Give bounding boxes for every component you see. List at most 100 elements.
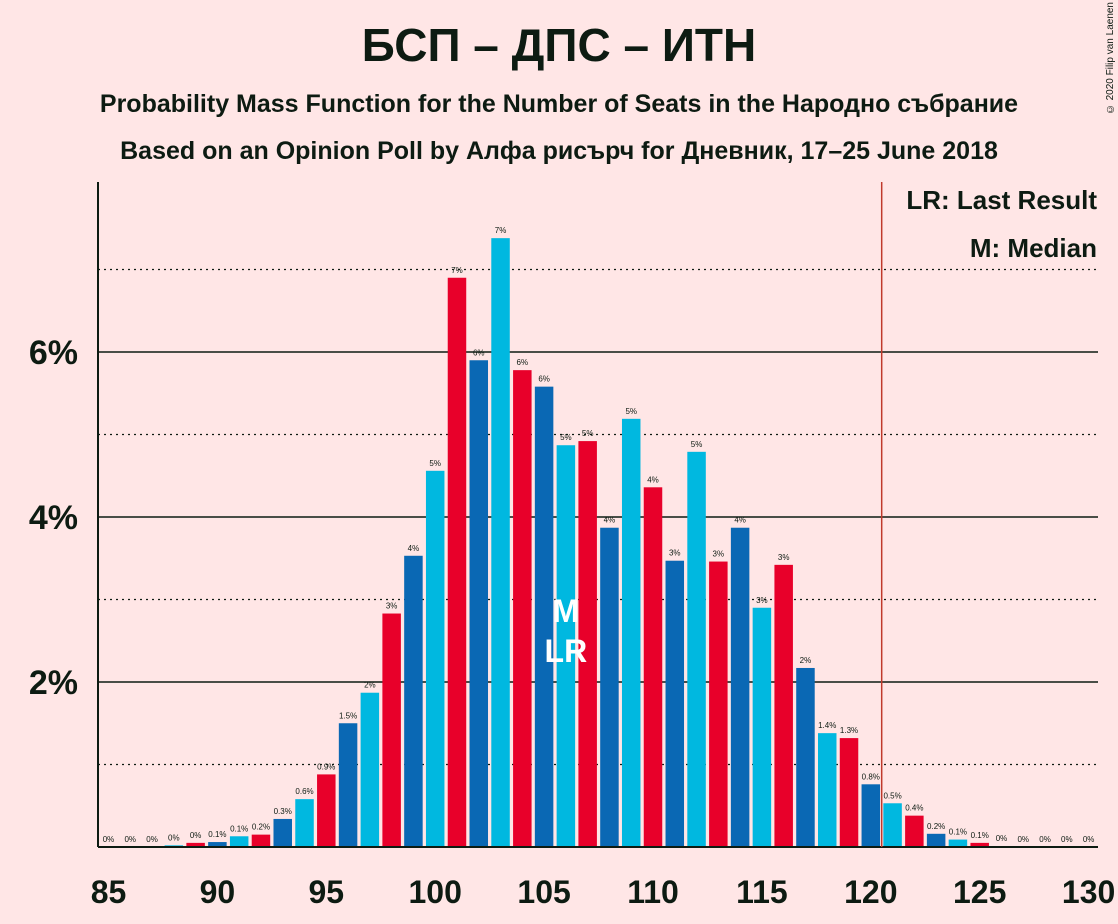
legend-last-result: LR: Last Result [906,185,1097,215]
bar-seat-93 [273,818,292,847]
bar-seat-98 [382,613,401,847]
bar-seat-91 [229,836,249,847]
bar-label-seat-128: 0% [1039,835,1051,844]
bar-label-seat-95: 0.9% [317,762,335,771]
bar-label-seat-89: 0% [190,831,202,840]
bar-seat-97 [360,692,380,847]
bar-label-seat-93: 0.3% [274,807,292,816]
bar-label-seat-126: 0% [996,834,1008,843]
bar-seat-119 [839,738,859,847]
bar-seat-104 [513,370,532,847]
bar-seat-118 [817,733,837,847]
bar-seat-100 [425,470,445,847]
bar-seat-107 [578,441,597,847]
bar-seat-120 [861,784,881,847]
bar-label-seat-86: 0% [124,835,136,844]
bar-seat-116 [774,564,793,847]
bar-label-seat-125: 0.1% [971,831,989,840]
bar-label-seat-91: 0.1% [230,824,248,833]
y-tick-label: 6% [29,334,78,372]
bar-label-seat-117: 2% [800,656,812,665]
bar-label-seat-116: 3% [778,553,790,562]
x-tick-label: 95 [309,874,345,910]
bar-label-seat-88: 0% [168,833,180,842]
median-marker: M [553,593,580,629]
bar-label-seat-100: 5% [429,459,441,468]
x-tick-label: 120 [844,874,897,910]
bar-label-seat-111: 3% [669,549,681,558]
x-tick-label: 100 [409,874,462,910]
bar-seat-110 [643,487,663,847]
x-tick-label: 115 [736,874,788,910]
bar-label-seat-124: 0.1% [949,828,967,837]
bar-seat-117 [796,667,815,847]
bar-seat-96 [338,723,358,847]
bar-label-seat-85: 0% [103,835,115,844]
bar-label-seat-106: 5% [560,433,572,442]
bar-label-seat-123: 0.2% [927,822,945,831]
bar-label-seat-101: 7% [451,266,463,275]
bar-seat-101 [447,277,467,847]
bar-label-seat-114: 4% [734,516,746,525]
bar-label-seat-122: 0.4% [905,804,923,813]
y-tick-label: 4% [29,499,78,537]
bar-label-seat-97: 2% [364,681,376,690]
bar-label-seat-113: 3% [713,550,725,559]
bar-label-seat-108: 4% [604,516,616,525]
bar-label-seat-96: 1.5% [339,711,357,720]
bar-label-seat-90: 0.1% [208,830,226,839]
bar-label-seat-107: 5% [582,429,594,438]
x-tick-label: 110 [627,874,679,910]
bar-label-seat-98: 3% [386,602,398,611]
bar-seat-103 [491,238,510,847]
bar-seat-121 [883,803,902,847]
bar-label-seat-127: 0% [1017,835,1029,844]
bar-seat-125 [970,842,989,847]
bar-label-seat-103: 7% [495,226,507,235]
bar-seat-109 [621,418,641,847]
bar-seat-108 [600,527,619,847]
bar-seat-124 [948,839,968,847]
last-result-marker: LR [545,633,588,669]
bar-label-seat-110: 4% [647,475,659,484]
bar-seat-105 [534,386,554,847]
bar-label-seat-130: 0% [1083,835,1095,844]
bar-seat-102 [469,360,489,847]
chart-title: БСП – ДПС – ИТН [361,19,757,71]
bar-label-seat-99: 4% [408,544,420,553]
bar-label-seat-87: 0% [146,835,158,844]
bar-label-seat-92: 0.2% [252,823,270,832]
x-tick-label: 105 [517,874,570,910]
bar-label-seat-109: 5% [625,407,637,416]
bar-label-seat-119: 1.3% [840,726,858,735]
bar-label-seat-94: 0.6% [295,787,313,796]
bar-seat-92 [251,834,271,847]
bar-label-seat-104: 6% [517,358,529,367]
x-tick-label: 85 [91,874,127,910]
bar-seat-114 [730,527,750,847]
bar-seat-106 [556,445,576,847]
bar-seat-113 [709,561,728,847]
bar-seat-112 [687,451,706,847]
bar-seat-89 [186,842,205,847]
bar-seat-111 [665,560,685,847]
bar-label-seat-120: 0.8% [862,772,880,781]
bar-seat-122 [905,815,924,847]
legend-median: M: Median [970,233,1097,263]
bar-seat-115 [752,607,772,847]
x-tick-label: 125 [953,874,1006,910]
bar-label-seat-112: 5% [691,440,703,449]
y-tick-label: 2% [29,664,78,702]
x-tick-label: 90 [200,874,236,910]
bar-label-seat-105: 6% [538,375,550,384]
bar-label-seat-102: 6% [473,348,485,357]
bar-label-seat-121: 0.5% [883,791,901,800]
chart-subtitle-source: Based on an Opinion Poll by Алфа рисърч … [120,137,998,165]
bar-label-seat-115: 3% [756,596,768,605]
x-tick-label: 130 [1062,874,1115,910]
chart-subtitle: Probability Mass Function for the Number… [99,90,1019,118]
bar-seat-99 [404,555,423,847]
bar-label-seat-129: 0% [1061,835,1073,844]
bar-seat-95 [317,774,336,847]
bar-seat-90 [208,842,227,847]
